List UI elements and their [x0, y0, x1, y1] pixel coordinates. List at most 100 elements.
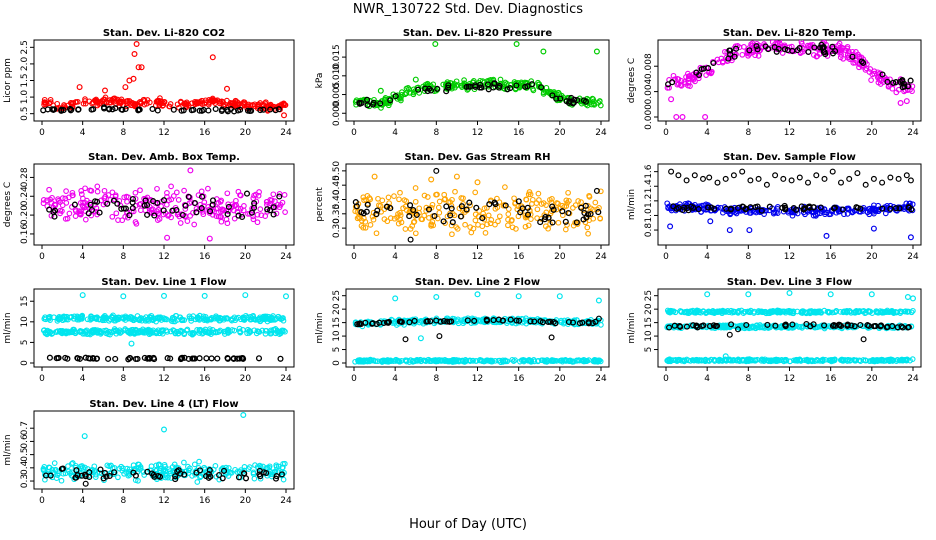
data-point — [246, 107, 253, 115]
data-point — [397, 212, 404, 219]
data-point — [44, 197, 50, 204]
outlier-point — [772, 172, 779, 179]
data-point — [492, 221, 498, 228]
data-point — [844, 43, 851, 50]
data-point — [575, 198, 582, 204]
data-point — [455, 316, 461, 323]
data-point — [889, 85, 896, 92]
data-point — [434, 357, 440, 364]
data-point — [77, 328, 84, 335]
data-point — [531, 318, 538, 325]
data-point — [552, 357, 558, 364]
data-point — [156, 210, 162, 216]
panel-title: Stan. Dev. Line 2 Flow — [415, 277, 540, 288]
data-point — [106, 472, 113, 480]
y-tick-label: 0.30 — [332, 218, 342, 238]
data-point — [201, 199, 208, 206]
data-point — [148, 470, 156, 477]
x-tick-label: 4 — [704, 252, 710, 262]
data-point — [267, 207, 274, 214]
figure-title: NWR_130722 Std. Dev. Diagnostics — [352, 2, 584, 17]
data-point — [112, 105, 119, 112]
x-tick-label: 0 — [39, 128, 45, 138]
data-point — [83, 327, 90, 334]
data-point — [56, 329, 63, 335]
data-point — [758, 207, 765, 214]
data-point — [868, 77, 874, 83]
x-tick-label: 16 — [199, 374, 211, 384]
data-point — [552, 320, 559, 327]
data-point — [751, 308, 758, 315]
data-point — [154, 107, 161, 114]
data-point — [241, 467, 248, 474]
data-point — [194, 479, 201, 485]
data-point — [565, 318, 572, 326]
y-tick-label: 0 — [332, 360, 342, 366]
outlier-point — [377, 87, 384, 94]
data-point — [76, 355, 83, 362]
y-tick-label: 0.35 — [332, 204, 342, 224]
data-point — [198, 188, 205, 195]
outlier-point — [82, 480, 89, 487]
outlier-point — [870, 225, 877, 232]
data-point — [179, 328, 186, 335]
x-tick-label: 16 — [513, 374, 525, 384]
data-point — [773, 48, 780, 55]
data-point — [383, 319, 391, 326]
data-point — [141, 202, 148, 209]
data-point — [535, 190, 542, 197]
data-point — [230, 355, 237, 362]
data-point — [246, 330, 253, 336]
data-point — [109, 189, 116, 196]
data-point — [703, 72, 709, 78]
outlier-point — [407, 236, 414, 243]
data-point — [781, 42, 788, 49]
panel-title: Stan. Dev. Amb. Box Temp. — [88, 152, 240, 163]
data-point — [273, 473, 280, 480]
data-point — [545, 225, 551, 232]
data-point — [879, 357, 885, 364]
data-point — [82, 216, 89, 223]
data-point — [148, 314, 155, 321]
data-point — [403, 90, 410, 96]
data-point — [886, 357, 892, 364]
data-point — [489, 358, 496, 365]
data-point — [417, 356, 424, 363]
panel-line2-flow: Stan. Dev. Line 2 Flow ml/min 0 4 8 12 16 20 24 0… — [315, 277, 610, 384]
data-point — [373, 211, 380, 218]
data-point — [463, 206, 470, 213]
data-point — [172, 473, 179, 480]
data-point — [361, 197, 367, 204]
data-point — [373, 320, 380, 328]
data-point — [907, 77, 914, 84]
x-tick-label: 16 — [825, 128, 837, 138]
data-point — [595, 209, 602, 216]
panel-title: Stan. Dev. Li-820 CO2 — [103, 28, 225, 39]
y-tick-label: 0.008 — [644, 53, 654, 79]
y-tick-label: 15 — [20, 296, 30, 307]
data-point — [724, 308, 731, 314]
data-point — [233, 197, 239, 204]
data-point — [743, 205, 750, 212]
data-point — [245, 326, 251, 333]
outlier-point — [829, 168, 836, 175]
data-point — [430, 222, 437, 229]
data-point — [82, 100, 89, 107]
data-point — [170, 327, 176, 333]
outlier-point — [556, 293, 563, 300]
data-point — [80, 464, 86, 471]
data-point — [500, 358, 507, 365]
y-tick-label: 0.000 — [332, 100, 342, 126]
data-point — [200, 106, 207, 113]
data-point — [162, 474, 169, 481]
data-point — [582, 357, 589, 364]
data-point — [540, 91, 547, 97]
data-point — [122, 317, 129, 323]
data-point — [114, 200, 121, 207]
data-point — [181, 354, 188, 361]
data-point — [832, 309, 838, 316]
data-point — [135, 106, 142, 113]
data-point — [587, 210, 594, 218]
y-tick-label: 0.24 — [20, 186, 30, 206]
